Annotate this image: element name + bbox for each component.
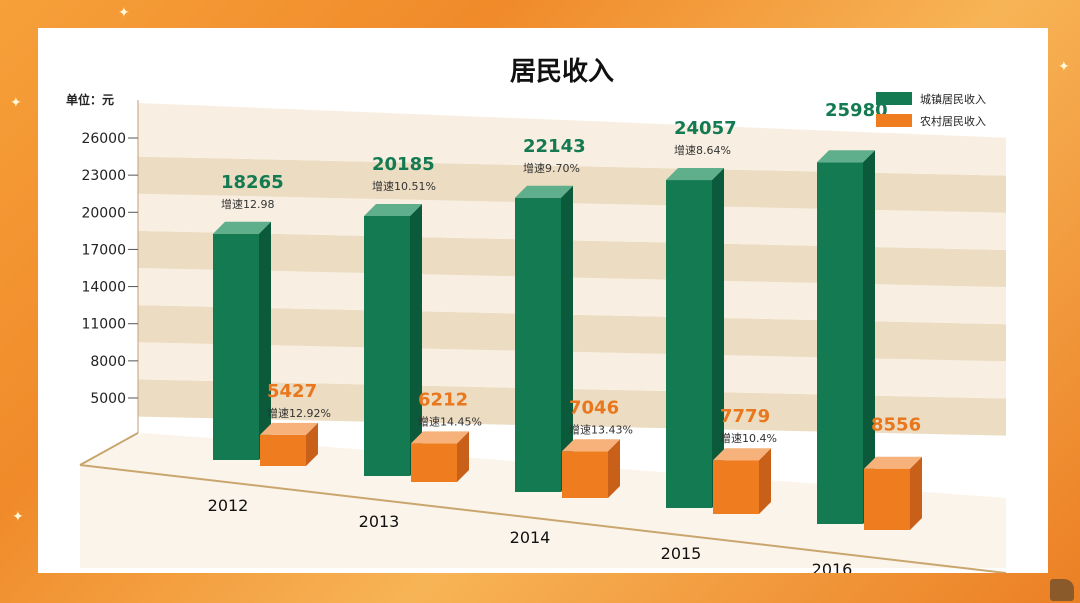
- rural-bar-front: [260, 434, 306, 466]
- urban-bar-top: [666, 168, 724, 181]
- x-axis-line: [79, 464, 1007, 574]
- y-tick-label: 8000: [90, 354, 126, 370]
- urban-bar-front: [515, 197, 561, 492]
- rural-bar: [260, 422, 318, 466]
- rural-growth-label: 增速10.4%: [720, 431, 777, 445]
- urban-growth-label: 增速10.51%: [372, 179, 436, 193]
- sparkle-decoration: ✦: [12, 509, 24, 525]
- sparkle-decoration: ✦: [10, 95, 22, 111]
- rural-value-label: 7779: [720, 406, 770, 427]
- y-tick-label: 11000: [81, 317, 126, 333]
- floor-edge: [79, 432, 139, 466]
- rural-bar: [864, 456, 922, 530]
- urban-bar: [213, 221, 271, 460]
- urban-value-label: 20185: [372, 154, 435, 175]
- sparkle-decoration: ✦: [1058, 59, 1070, 75]
- floor-plane: [80, 433, 1006, 568]
- urban-value-label: 22143: [523, 136, 586, 157]
- urban-bar-front: [817, 162, 863, 524]
- urban-value-label: 25980: [825, 100, 888, 121]
- legend-swatch: [876, 92, 912, 105]
- chart-floor: [79, 100, 1007, 574]
- rural-bar: [562, 439, 620, 498]
- urban-bar: [666, 168, 724, 508]
- rural-bar-side: [608, 439, 620, 498]
- y-axis-unit-label: 单位：元: [66, 92, 114, 107]
- urban-bar: [817, 150, 875, 524]
- y-tick-label: 23000: [81, 168, 126, 184]
- x-tick-label: 2014: [510, 528, 551, 547]
- rural-value-label: 7046: [569, 397, 619, 418]
- rural-bar-front: [864, 468, 910, 530]
- y-tick-label: 14000: [81, 280, 126, 296]
- urban-bar-top: [817, 150, 875, 163]
- corner-ornament: [1050, 579, 1074, 601]
- rural-value-label: 5427: [267, 381, 317, 402]
- rural-bar-side: [306, 422, 318, 466]
- sparkle-decoration: ✦: [118, 5, 130, 21]
- y-axis-ticks: 5000 8000 11000 14000 17000 20000 23000 26000: [81, 131, 138, 407]
- urban-bar: [515, 185, 573, 492]
- rural-bar-side: [759, 448, 771, 514]
- y-tick-label: 5000: [90, 391, 126, 407]
- urban-bar-top: [213, 221, 271, 234]
- urban-bar-side: [259, 221, 271, 460]
- urban-growth-label: 增速12.98: [221, 197, 275, 211]
- urban-value-label: 18265: [221, 172, 284, 193]
- background-band: [138, 119, 1006, 176]
- rural-bar-top: [411, 431, 469, 444]
- rural-growth-label: 增速12.92%: [267, 406, 331, 420]
- urban-growth-label: 增速8.64%: [674, 143, 731, 157]
- rural-bar: [411, 431, 469, 482]
- chart-title: 居民收入: [510, 57, 614, 87]
- urban-bar-top: [364, 203, 422, 216]
- rural-growth-label: 增速14.45%: [418, 414, 482, 428]
- urban-value-label: 24057: [674, 118, 737, 139]
- rural-bar: [713, 448, 771, 514]
- rural-bar-side: [457, 431, 469, 482]
- rural-value-label: 6212: [418, 389, 468, 410]
- urban-bar-front: [364, 215, 410, 476]
- x-tick-label: 2013: [359, 512, 400, 531]
- rural-bar-top: [864, 456, 922, 469]
- bar-labels: 18265 增速12.98 5427 增速12.92% 20185 增速10.51% 621…: [221, 100, 921, 445]
- x-tick-label: 2012: [208, 496, 249, 515]
- urban-bar-side: [863, 150, 875, 524]
- rural-bar-side: [910, 456, 922, 530]
- background-band: [138, 156, 1006, 213]
- rural-value-label: 8556: [871, 415, 921, 436]
- y-tick-label: 26000: [81, 131, 126, 147]
- rural-bar-top: [260, 422, 318, 435]
- urban-bar-front: [666, 180, 712, 508]
- urban-bar-side: [712, 168, 724, 508]
- urban-bar-side: [561, 185, 573, 492]
- background-band: [138, 103, 1006, 141]
- rural-bar-top: [562, 439, 620, 452]
- urban-growth-label: 增速9.70%: [523, 161, 580, 175]
- income-bar-chart: 5000 8000 11000 14000 17000 20000 23000 26000 1…: [66, 57, 1007, 579]
- legend-label: 农村居民收入: [920, 114, 986, 128]
- rural-bar-top: [713, 448, 771, 461]
- x-tick-label: 2016: [812, 560, 853, 573]
- rural-bar-front: [713, 460, 759, 514]
- legend-label: 城镇居民收入: [920, 92, 986, 106]
- urban-bar-side: [410, 203, 422, 476]
- urban-bar-top: [515, 185, 573, 198]
- legend-swatch: [876, 114, 912, 127]
- y-tick-label: 17000: [81, 242, 126, 258]
- bars: [213, 150, 922, 530]
- x-tick-label: 2015: [661, 544, 702, 563]
- rural-bar-front: [562, 451, 608, 498]
- urban-bar-front: [213, 233, 259, 460]
- y-tick-label: 20000: [81, 205, 126, 221]
- chart-panel: 5000 8000 11000 14000 17000 20000 23000 26000 1…: [38, 28, 1048, 579]
- rural-growth-label: 增速13.43%: [569, 422, 633, 436]
- urban-bar: [364, 203, 422, 476]
- rural-bar-front: [411, 443, 457, 482]
